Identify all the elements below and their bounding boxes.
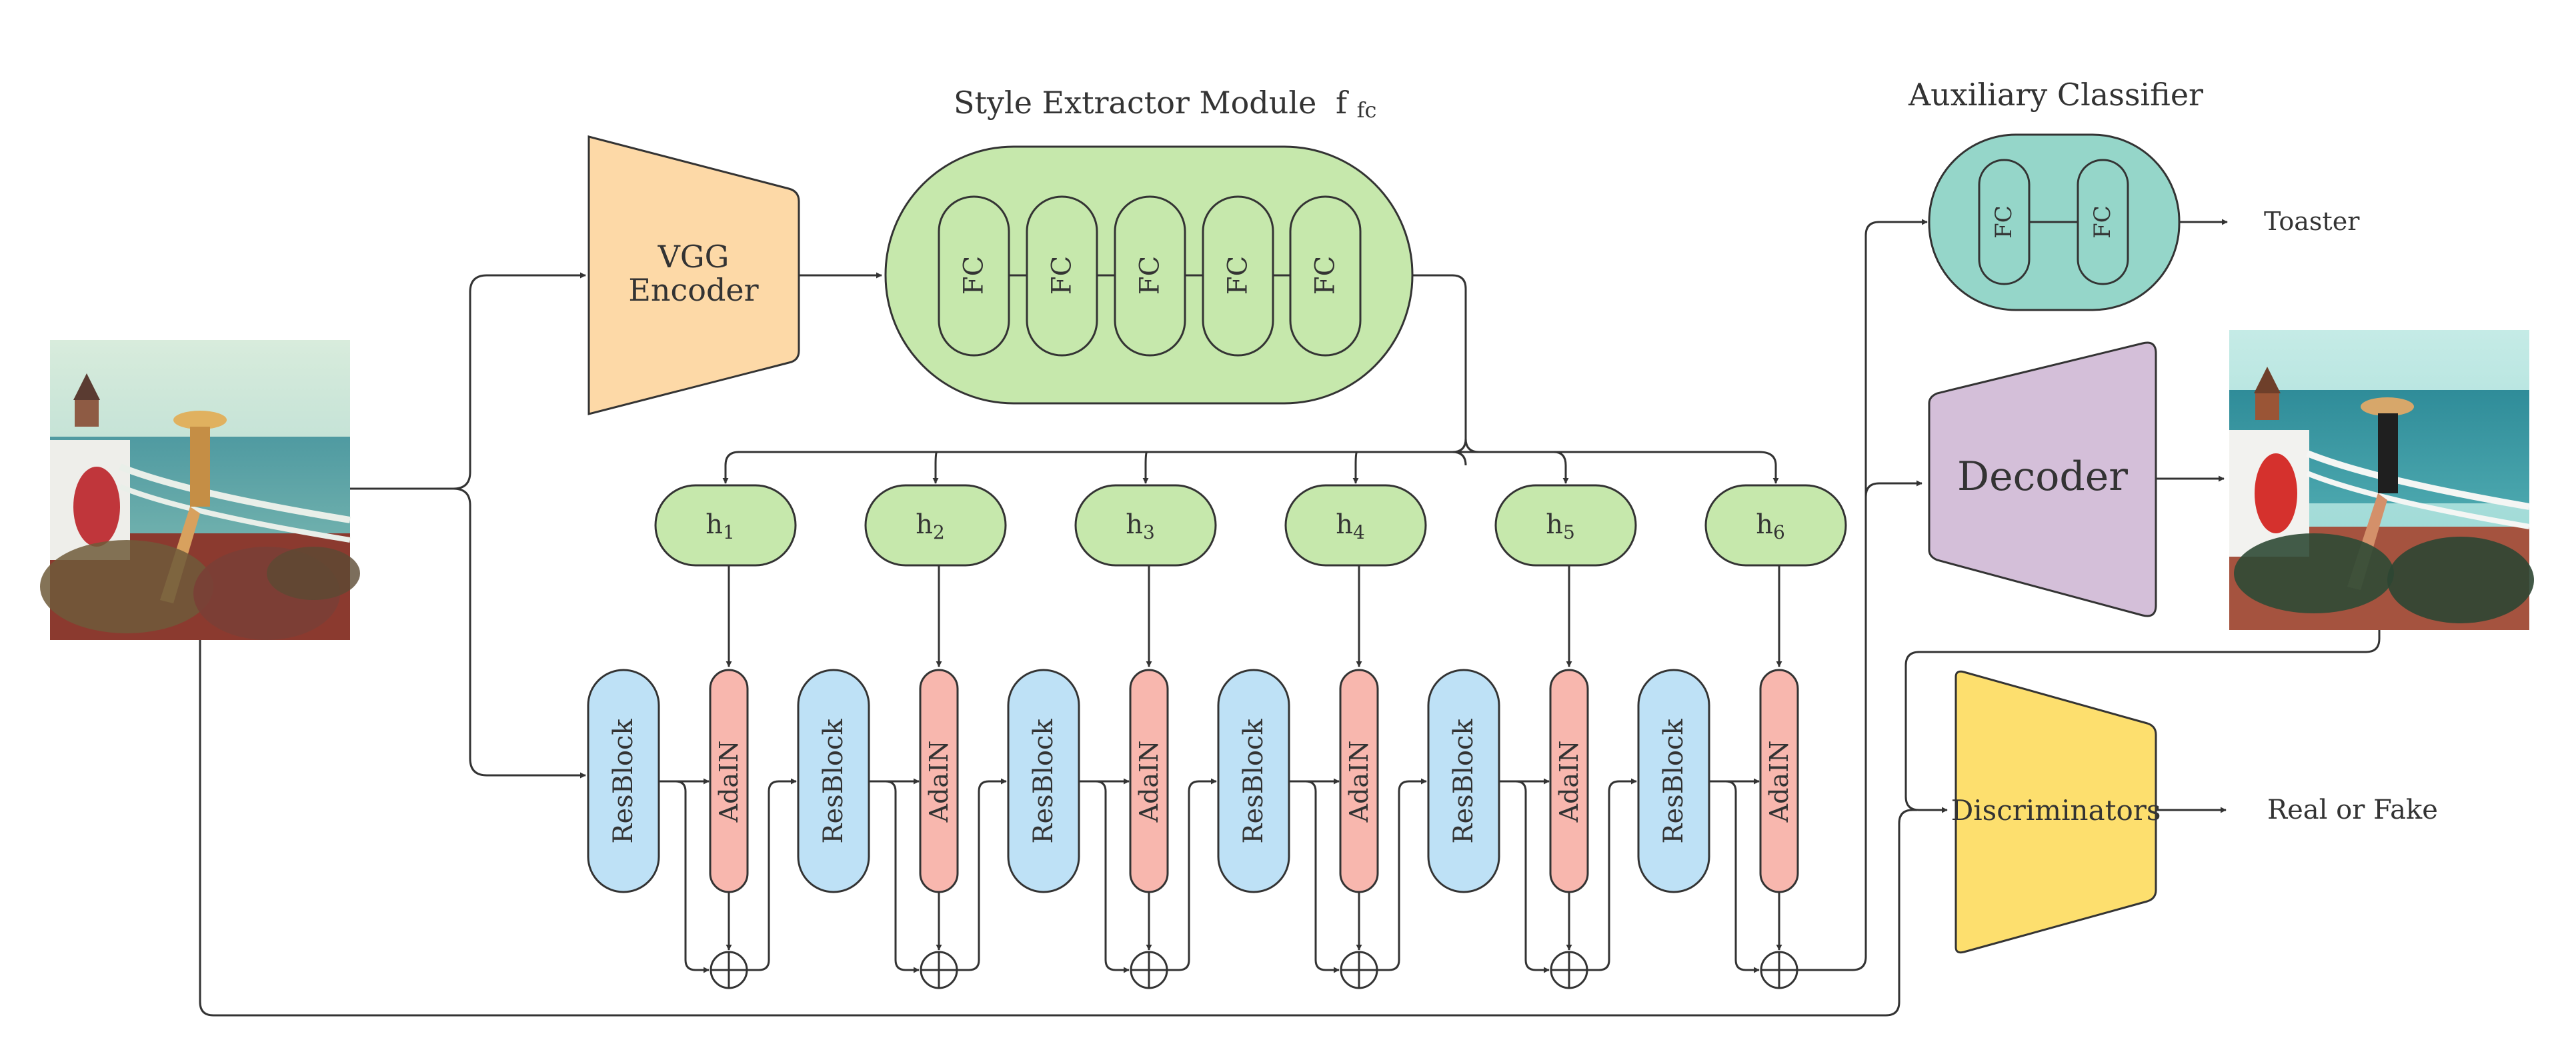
connector-lines [199, 219, 2381, 1017]
resblock-2 [797, 669, 870, 893]
adain-3 [1129, 669, 1169, 893]
h-node-label-2: h2 [916, 509, 945, 543]
h-node-1 [654, 484, 797, 567]
fc-layer-1 [938, 195, 1010, 357]
resblock-3 [1007, 669, 1080, 893]
resblock-label-5: ResBlock [1448, 719, 1479, 844]
h-node-label-1: h1 [706, 509, 735, 543]
resblock-label-1: ResBlock [608, 719, 639, 844]
decoder: Decoder [1928, 341, 2157, 617]
resblock-label-2: ResBlock [818, 719, 849, 844]
aux-classifier-title: Auxiliary Classifier [1908, 77, 2203, 113]
discriminators: Discriminators Real or Fake [1951, 670, 2438, 954]
h-node-label-4: h4 [1336, 509, 1365, 543]
auxiliary-classifier: Auxiliary Classifier FC FC Toaster [1908, 77, 2360, 311]
style-module-symbol: f [1336, 85, 1349, 121]
sum-node-3 [1130, 951, 1168, 989]
fc-layer-5 [1289, 195, 1362, 357]
vgg-encoder-label-line2: Encoder [628, 272, 758, 308]
fc-layer-2 [1026, 195, 1098, 357]
resblock-label-6: ResBlock [1658, 719, 1689, 844]
discriminators-label: Discriminators [1951, 794, 2161, 827]
sum-node-6 [1760, 951, 1798, 989]
adain-2 [919, 669, 959, 893]
input-image [40, 340, 360, 640]
fc-label-4: FC [1223, 256, 1254, 295]
fc-layer-4 [1202, 195, 1274, 357]
output-image [2229, 330, 2534, 630]
fc-label-5: FC [1310, 256, 1341, 295]
h-node-6 [1704, 484, 1847, 567]
sum-node-1 [710, 951, 748, 989]
h-node-label-6: h6 [1756, 509, 1785, 543]
adain-5 [1549, 669, 1589, 893]
adain-label-5: AdaIN [1554, 741, 1584, 823]
adain-label-4: AdaIN [1344, 741, 1374, 823]
decoder-label: Decoder [1957, 453, 2128, 500]
resblock-label-3: ResBlock [1028, 719, 1059, 844]
fc-layers: FC FC FC FC FC [938, 195, 1362, 357]
aux-fc-layer-2 [2077, 159, 2129, 285]
fc-label-3: FC [1135, 256, 1166, 295]
h-node-5 [1494, 484, 1637, 567]
h-nodes: h1 h2 h3 h4 h5 h6 [654, 484, 1847, 567]
vgg-encoder-label-line1: VGG [658, 239, 730, 275]
h-node-4 [1284, 484, 1427, 567]
adain-4 [1339, 669, 1379, 893]
style-extractor-module: Style Extractor Module f fc FC FC FC FC FC [884, 85, 1414, 405]
aux-fc-label-1: FC [1991, 205, 2017, 239]
sum-node-4 [1340, 951, 1378, 989]
adain-label-6: AdaIN [1764, 741, 1794, 823]
h-node-2 [864, 484, 1007, 567]
sum-node-5 [1550, 951, 1588, 989]
resblock-1 [587, 669, 660, 893]
resblock-5 [1427, 669, 1500, 893]
adain-label-1: AdaIN [714, 741, 744, 823]
residual-chain: ResBlock AdaIN ResBlock AdaIN ResBlock AdaIN R… [587, 565, 1799, 989]
resblock-4 [1217, 669, 1290, 893]
sum-node-2 [920, 951, 958, 989]
aux-classifier-output: Toaster [2264, 207, 2360, 236]
discriminators-output: Real or Fake [2267, 795, 2438, 825]
style-module-title: Style Extractor Module [954, 85, 1316, 121]
svg-text:Style Extractor Module f: Style Extractor Module f fc [954, 85, 1376, 123]
h-node-label-3: h3 [1126, 509, 1155, 543]
adain-label-2: AdaIN [924, 741, 954, 823]
fc-label-1: FC [959, 256, 990, 295]
aux-fc-label-2: FC [2089, 205, 2116, 239]
style-module-symbol-sub: fc [1357, 97, 1377, 123]
adain-1 [709, 669, 749, 893]
fc-label-2: FC [1047, 256, 1078, 295]
h-node-3 [1074, 484, 1217, 567]
aux-fc-layer-1 [1978, 159, 2031, 285]
vgg-encoder: VGG Encoder [587, 135, 800, 415]
adain-label-3: AdaIN [1134, 741, 1164, 823]
adain-6 [1759, 669, 1799, 893]
resblock-6 [1637, 669, 1710, 893]
h-node-label-5: h5 [1546, 509, 1575, 543]
resblock-label-4: ResBlock [1238, 719, 1269, 844]
fc-layer-3 [1114, 195, 1186, 357]
